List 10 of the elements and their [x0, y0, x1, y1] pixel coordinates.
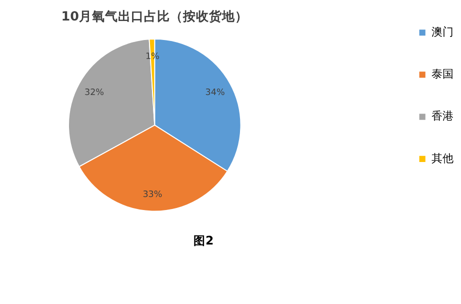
data-label: 33% — [142, 190, 162, 200]
caption: 图2 — [194, 234, 214, 248]
legend-label: 香港 — [432, 110, 454, 123]
legend-label: 泰国 — [432, 68, 454, 81]
legend-label: 澳门 — [432, 26, 454, 39]
data-label: 1% — [145, 52, 160, 62]
data-label: 32% — [84, 88, 104, 98]
chart-title: 10月氧气出口占比（按收货地） — [61, 8, 248, 24]
data-label: 34% — [205, 88, 225, 98]
legend-label: 其他 — [432, 152, 454, 165]
